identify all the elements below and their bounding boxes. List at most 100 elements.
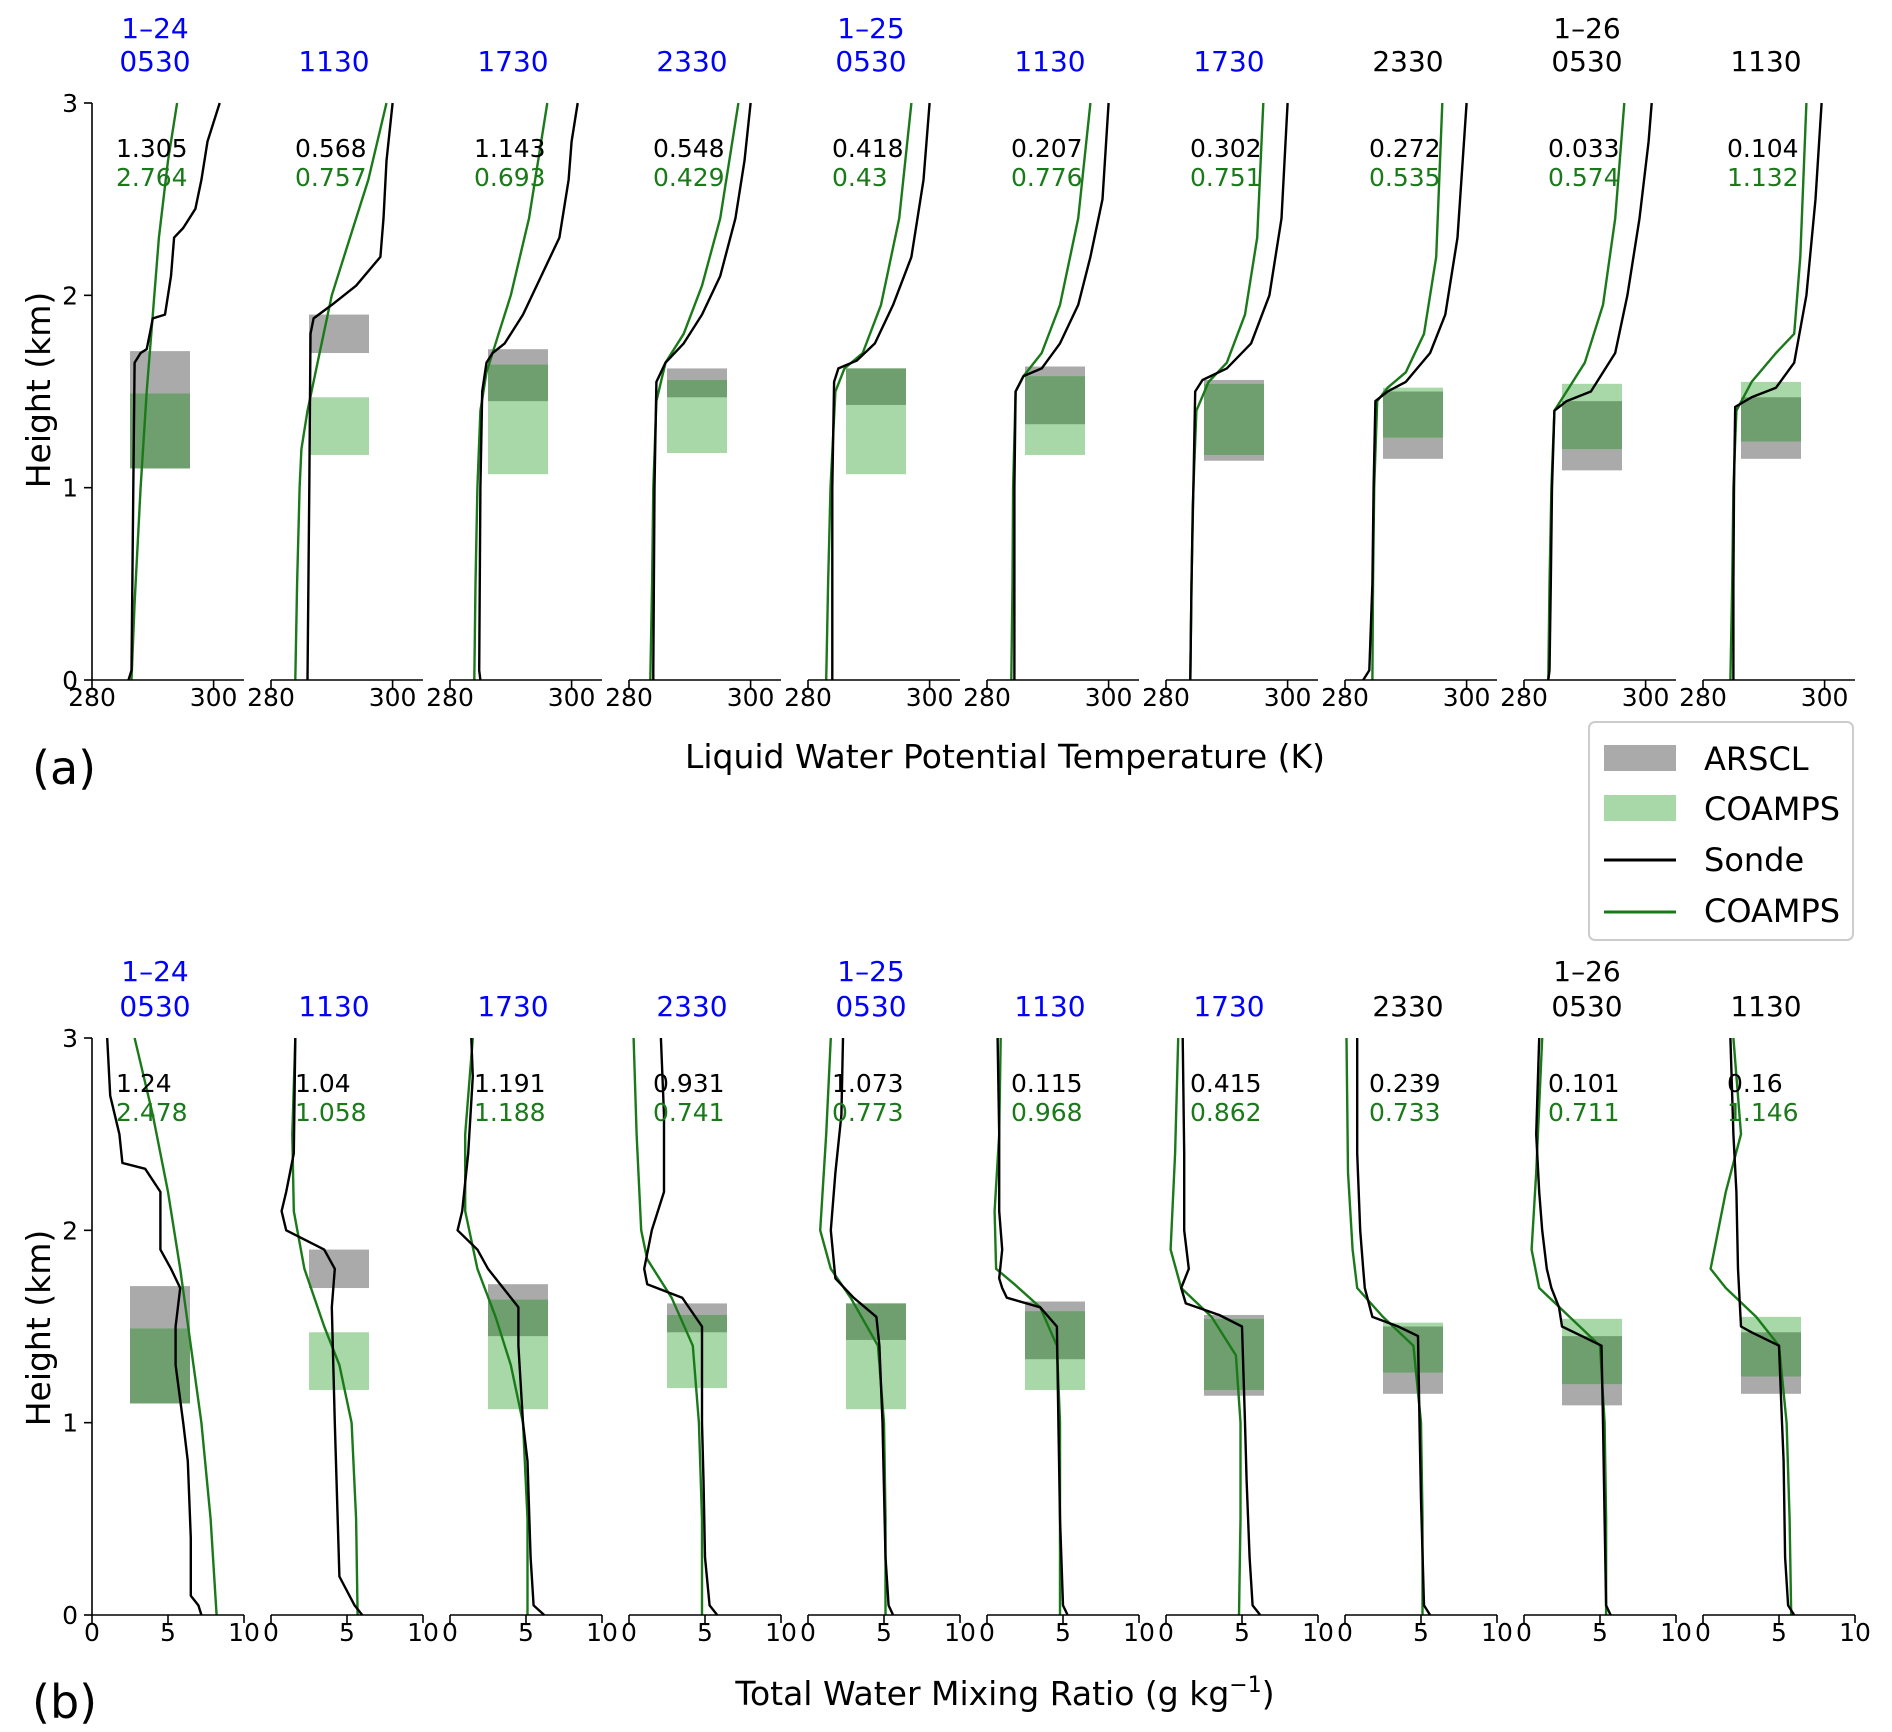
x-tick-label: 0 — [263, 1618, 279, 1647]
sonde-profile-line — [1732, 102, 1823, 680]
coamps-profile-line — [825, 102, 913, 681]
sonde-profile-line — [1189, 102, 1289, 681]
sonde-stat-value: 0.931 — [653, 1069, 725, 1098]
date-label: 1–24 — [121, 12, 188, 45]
coamps-profile-line — [632, 1037, 704, 1615]
cloud-box-overlap — [846, 368, 906, 405]
sonde-stat-value: 0.418 — [832, 134, 904, 163]
x-tick-label: 5 — [339, 1618, 355, 1647]
panel-label-a: (a) — [32, 741, 96, 795]
x-tick-label: 0 — [621, 1618, 637, 1647]
coamps-profile-line — [1169, 1037, 1242, 1616]
subplot-10: 0 5 10 1130 0.161.146 — [1695, 990, 1871, 1647]
cloud-box-overlap — [1204, 383, 1264, 455]
x-tick-label: 10 — [1302, 1618, 1334, 1647]
sonde-profile-line — [280, 1037, 364, 1616]
sonde-stat-value: 0.115 — [1011, 1069, 1083, 1098]
cloud-box-overlap — [1562, 401, 1622, 450]
x-tick-label: 0 — [1158, 1618, 1174, 1647]
legend-swatch-coamps-range — [1604, 795, 1676, 821]
legend-label-sonde: Sonde — [1704, 841, 1804, 879]
time-label: 1730 — [1193, 45, 1264, 78]
sonde-stat-value: 0.207 — [1011, 134, 1083, 163]
x-tick-label: 300 — [548, 683, 596, 712]
sonde-profile-line — [996, 1037, 1069, 1616]
time-label: 0530 — [119, 45, 190, 78]
x-tick-label: 300 — [727, 683, 775, 712]
x-axis-label-b-tail: ) — [1262, 1674, 1275, 1713]
x-tick-label: 280 — [426, 683, 474, 712]
sonde-profile-line — [652, 102, 752, 680]
x-tick-label: 280 — [68, 683, 116, 712]
x-tick-label: 10 — [944, 1618, 976, 1647]
x-tick-label: 300 — [1085, 683, 1133, 712]
x-tick-label: 10 — [765, 1618, 797, 1647]
x-tick-label: 280 — [963, 683, 1011, 712]
coamps-stat-value: 1.146 — [1727, 1098, 1799, 1127]
x-tick-label: 0 — [84, 1618, 100, 1647]
coamps-stat-value: 0.535 — [1369, 163, 1441, 192]
sonde-profile-line — [456, 1037, 546, 1616]
time-label: 1730 — [477, 45, 548, 78]
subplot-2: 0 5 10 1130 1.041.058 — [263, 990, 439, 1647]
coamps-stat-value: 0.968 — [1011, 1098, 1083, 1127]
sonde-profile-line — [127, 102, 221, 681]
sonde-stat-value: 0.101 — [1548, 1069, 1620, 1098]
sonde-stat-value: 1.305 — [116, 134, 188, 163]
x-tick-label: 0 — [1516, 1618, 1532, 1647]
time-label: 1130 — [1014, 45, 1085, 78]
sonde-profile-line — [1547, 102, 1653, 681]
x-tick-label: 280 — [247, 683, 295, 712]
coamps-stat-value: 1.132 — [1727, 163, 1799, 192]
coamps-stat-value: 0.776 — [1011, 163, 1083, 192]
time-label: 0530 — [1551, 45, 1622, 78]
sonde-stat-value: 1.191 — [474, 1069, 546, 1098]
x-axis-label-b: Total Water Mixing Ratio (g kg−1) — [734, 1673, 1274, 1713]
x-tick-label: 5 — [876, 1618, 892, 1647]
x-tick-label: 300 — [1443, 683, 1491, 712]
sonde-stat-value: 1.24 — [116, 1069, 172, 1098]
time-label: 2330 — [1372, 45, 1443, 78]
cloud-box-overlap — [1025, 376, 1085, 425]
time-label: 0530 — [1551, 990, 1622, 1023]
coamps-stat-value: 0.741 — [653, 1098, 725, 1127]
y-tick-label: 3 — [62, 89, 78, 118]
sonde-stat-value: 1.143 — [474, 134, 546, 163]
cloud-box-overlap — [488, 364, 548, 402]
x-tick-label: 300 — [1264, 683, 1312, 712]
time-label: 1130 — [1730, 990, 1801, 1023]
sonde-stat-value: 0.104 — [1727, 134, 1799, 163]
cloud-box-overlap — [1741, 1332, 1801, 1377]
coamps-profile-line — [1530, 1037, 1608, 1615]
coamps-stat-value: 0.711 — [1548, 1098, 1620, 1127]
cloud-box-overlap — [667, 379, 727, 398]
y-axis: 0 1 2 3 — [62, 1024, 93, 1630]
x-tick-label: 300 — [1801, 683, 1849, 712]
time-label: 0530 — [119, 990, 190, 1023]
time-label: 1130 — [1014, 990, 1085, 1023]
coamps-profile-line — [473, 102, 549, 681]
sonde-stat-value: 0.033 — [1548, 134, 1620, 163]
y-tick-label: 0 — [62, 666, 78, 695]
sonde-stat-value: 0.415 — [1190, 1069, 1262, 1098]
x-tick-label: 5 — [1413, 1618, 1429, 1647]
coamps-stat-value: 0.757 — [295, 163, 367, 192]
x-tick-label: 10 — [1660, 1618, 1692, 1647]
y-tick-label: 3 — [62, 1024, 78, 1053]
legend-label-coamps-line: COAMPS — [1704, 892, 1840, 930]
sonde-profile-line — [831, 102, 931, 680]
coamps-stat-value: 0.862 — [1190, 1098, 1262, 1127]
